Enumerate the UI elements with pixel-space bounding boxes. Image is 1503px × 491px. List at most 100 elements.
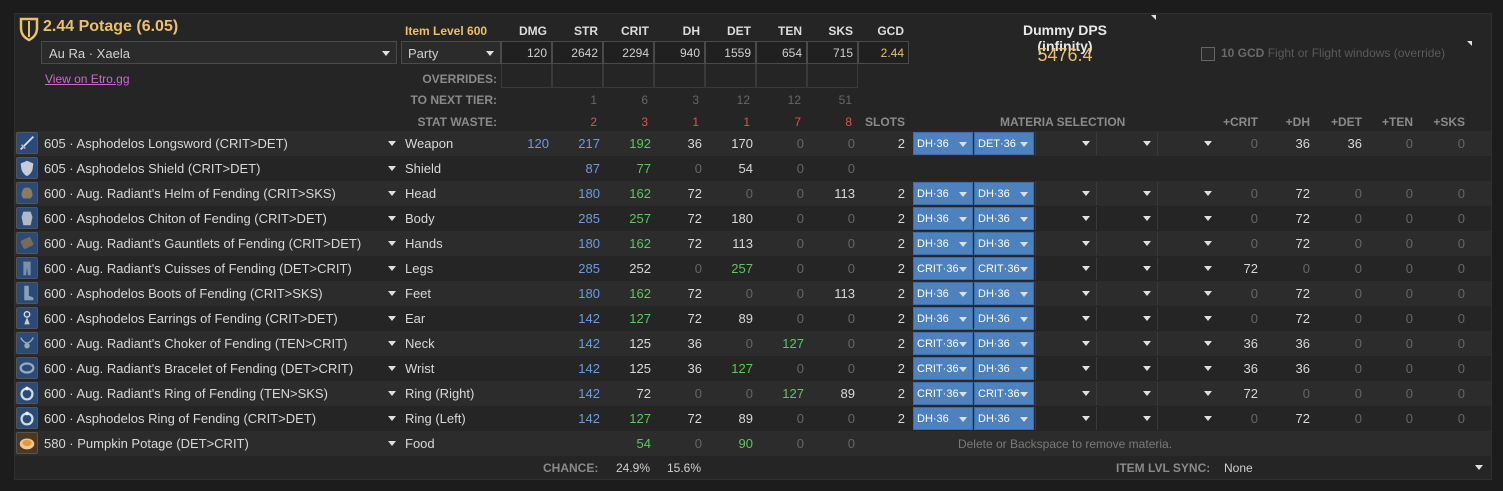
override-input-5[interactable]	[756, 64, 807, 88]
materia-select[interactable]: CRIT·36	[913, 332, 973, 355]
materia-select[interactable]	[1035, 382, 1095, 405]
materia-select[interactable]	[1096, 282, 1156, 305]
gear-item-select[interactable]: 605 · Asphodelos Shield (CRIT>DET)	[44, 161, 261, 176]
stat-total-5[interactable]: 654	[756, 41, 807, 64]
set-title[interactable]: 2.44 Potage (6.05)	[43, 18, 179, 35]
materia-select[interactable]	[1157, 257, 1217, 280]
chevron-down-icon[interactable]	[388, 366, 396, 371]
materia-select[interactable]	[1035, 282, 1095, 305]
chevron-down-icon[interactable]	[388, 241, 396, 246]
materia-select[interactable]: DH·36	[913, 132, 973, 155]
materia-select[interactable]	[1157, 332, 1217, 355]
chevron-down-icon[interactable]	[388, 391, 396, 396]
materia-select[interactable]: DH·36	[974, 357, 1034, 380]
gear-item-select[interactable]: 600 · Aug. Radiant's Ring of Fending (TE…	[44, 386, 328, 401]
race-select[interactable]: Au Ra · Xaela	[41, 41, 397, 64]
materia-select[interactable]	[1096, 307, 1156, 330]
materia-select[interactable]	[1035, 307, 1095, 330]
gear-item-select[interactable]: 600 · Aug. Radiant's Cuisses of Fending …	[44, 261, 352, 276]
materia-select[interactable]	[1035, 332, 1095, 355]
materia-select[interactable]: DH·36	[974, 232, 1034, 255]
materia-select[interactable]: DH·36	[974, 182, 1034, 205]
etro-link[interactable]: View on Etro.gg	[45, 72, 130, 86]
materia-select[interactable]	[1096, 232, 1156, 255]
materia-select[interactable]: DH·36	[913, 282, 973, 305]
materia-select[interactable]: CRIT·36	[974, 257, 1034, 280]
gcd-window-label[interactable]: 10 GCD Fight or Flight windows (override…	[1221, 46, 1446, 60]
materia-select[interactable]: CRIT·36	[913, 382, 973, 405]
gear-item-select[interactable]: 600 · Asphodelos Boots of Fending (CRIT>…	[44, 286, 323, 301]
materia-select[interactable]: DH·36	[913, 407, 973, 430]
materia-select[interactable]: DH·36	[974, 307, 1034, 330]
materia-select[interactable]	[1157, 382, 1217, 405]
materia-select[interactable]: CRIT·36	[913, 257, 973, 280]
gear-item-select[interactable]: 600 · Aug. Radiant's Bracelet of Fending…	[44, 361, 354, 376]
chevron-down-icon[interactable]	[388, 441, 396, 446]
chevron-down-icon[interactable]	[388, 191, 396, 196]
override-input-1[interactable]	[552, 64, 603, 88]
materia-select[interactable]	[1157, 407, 1217, 430]
materia-select[interactable]: DH·36	[913, 182, 973, 205]
materia-select[interactable]: DH·36	[974, 332, 1034, 355]
stat-total-0[interactable]: 120	[501, 41, 552, 64]
materia-select[interactable]	[1035, 357, 1095, 380]
materia-select[interactable]	[1157, 132, 1217, 155]
party-select[interactable]: Party	[401, 41, 501, 64]
gear-item-select[interactable]: 600 · Asphodelos Ring of Fending (CRIT>D…	[44, 411, 317, 426]
override-input-3[interactable]	[654, 64, 705, 88]
chevron-down-icon[interactable]	[388, 416, 396, 421]
materia-select[interactable]: DH·36	[913, 307, 973, 330]
materia-select[interactable]: DH·36	[974, 282, 1034, 305]
override-input-0[interactable]	[501, 64, 552, 88]
stat-total-1[interactable]: 2642	[552, 41, 603, 64]
materia-select[interactable]	[1096, 207, 1156, 230]
stat-total-6[interactable]: 715	[807, 41, 858, 64]
gear-item-select[interactable]: 600 · Aug. Radiant's Helm of Fending (CR…	[44, 186, 336, 201]
materia-select[interactable]	[1035, 232, 1095, 255]
materia-select[interactable]: CRIT·36	[974, 382, 1034, 405]
materia-select[interactable]	[1096, 257, 1156, 280]
override-input-4[interactable]	[705, 64, 756, 88]
item-level-sync-select[interactable]: None	[1219, 456, 1487, 478]
gear-item-select[interactable]: 600 · Asphodelos Chiton of Fending (CRIT…	[44, 211, 327, 226]
chevron-down-icon[interactable]	[388, 266, 396, 271]
materia-select[interactable]	[1096, 382, 1156, 405]
materia-select[interactable]	[1035, 257, 1095, 280]
materia-select[interactable]	[1157, 282, 1217, 305]
stat-total-2[interactable]: 2294	[603, 41, 654, 64]
materia-select[interactable]: DET·36	[974, 132, 1034, 155]
gear-item-select[interactable]: 580 · Pumpkin Potage (DET>CRIT)	[44, 436, 249, 451]
materia-select[interactable]	[1035, 182, 1095, 205]
gear-item-select[interactable]: 600 · Aug. Radiant's Choker of Fending (…	[44, 336, 348, 351]
materia-select[interactable]: DH·36	[913, 207, 973, 230]
materia-select[interactable]	[1096, 407, 1156, 430]
chevron-down-icon[interactable]	[388, 216, 396, 221]
chevron-down-icon[interactable]	[388, 316, 396, 321]
materia-select[interactable]	[1157, 307, 1217, 330]
materia-select[interactable]	[1035, 407, 1095, 430]
materia-select[interactable]: CRIT·36	[913, 357, 973, 380]
materia-select[interactable]	[1157, 207, 1217, 230]
materia-select[interactable]	[1157, 232, 1217, 255]
chevron-down-icon[interactable]	[388, 341, 396, 346]
gcd-window-checkbox[interactable]	[1201, 47, 1215, 61]
override-input-6[interactable]	[807, 64, 858, 88]
materia-select[interactable]	[1035, 207, 1095, 230]
materia-select[interactable]	[1157, 357, 1217, 380]
materia-select[interactable]	[1096, 332, 1156, 355]
stat-total-3[interactable]: 940	[654, 41, 705, 64]
materia-select[interactable]	[1096, 357, 1156, 380]
gear-item-select[interactable]: 600 · Asphodelos Earrings of Fending (CR…	[44, 311, 338, 326]
materia-select[interactable]: DH·36	[974, 207, 1034, 230]
gear-item-select[interactable]: 600 · Aug. Radiant's Gauntlets of Fendin…	[44, 236, 362, 251]
chevron-down-icon[interactable]	[388, 141, 396, 146]
gear-item-select[interactable]: 605 · Asphodelos Longsword (CRIT>DET)	[44, 136, 288, 151]
materia-select[interactable]: DH·36	[974, 407, 1034, 430]
materia-select[interactable]	[1035, 132, 1095, 155]
materia-select[interactable]	[1096, 182, 1156, 205]
materia-select[interactable]	[1157, 182, 1217, 205]
override-input-2[interactable]	[603, 64, 654, 88]
materia-select[interactable]: DH·36	[913, 232, 973, 255]
stat-total-4[interactable]: 1559	[705, 41, 756, 64]
chevron-down-icon[interactable]	[388, 291, 396, 296]
